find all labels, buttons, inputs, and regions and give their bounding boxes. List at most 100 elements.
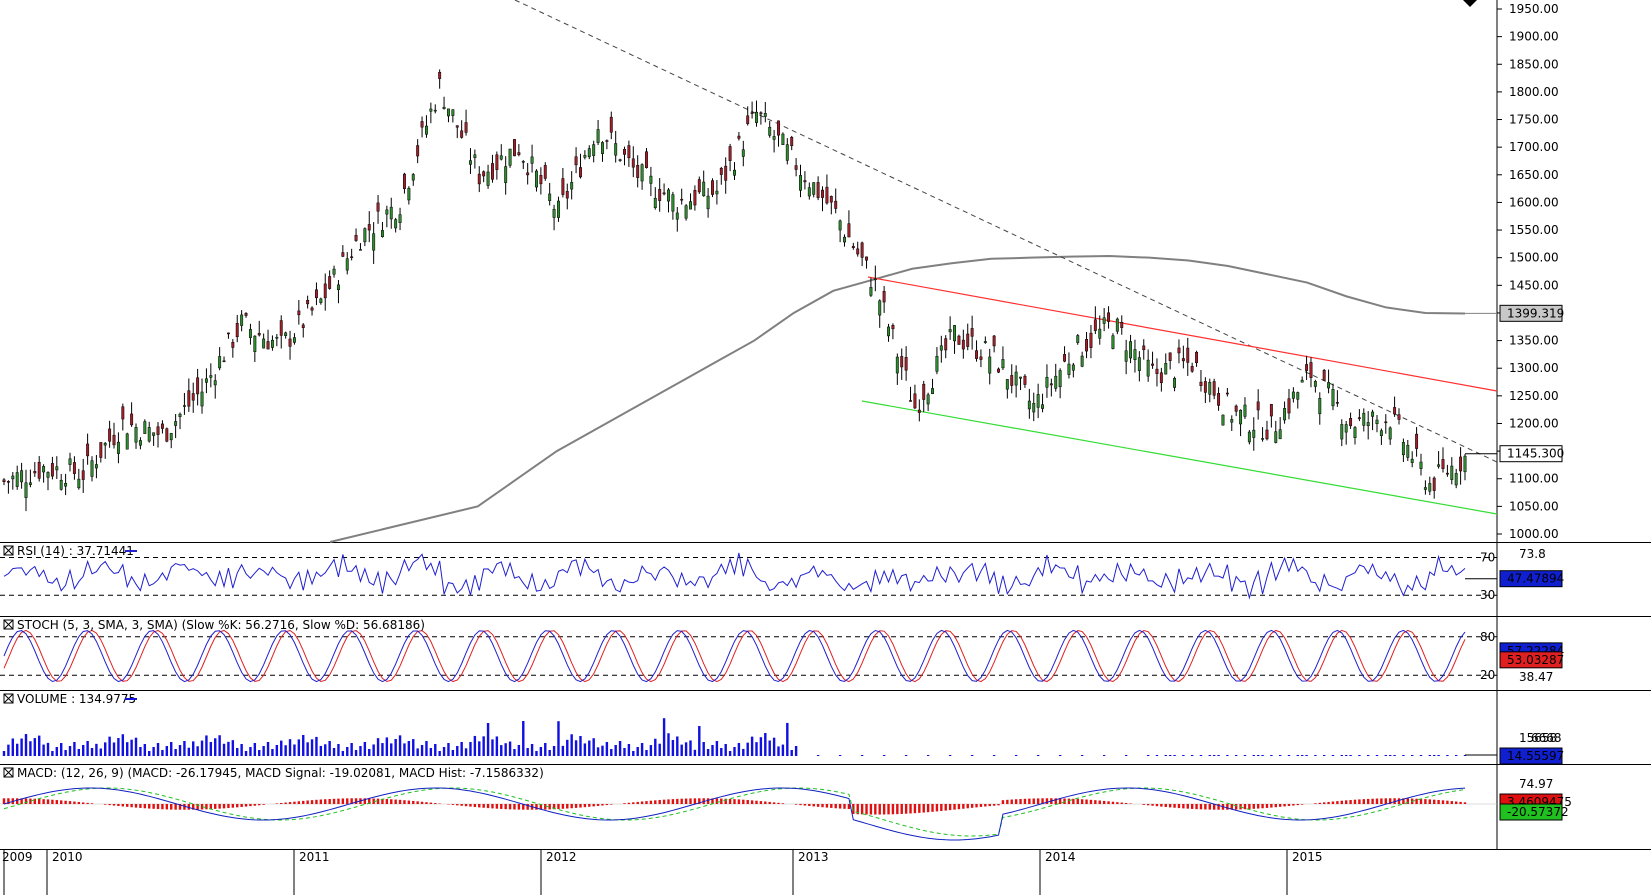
macd-hist-bar — [152, 804, 155, 809]
volume-bar — [574, 740, 578, 756]
volume-bar — [684, 742, 688, 756]
volume-bar — [1300, 755, 1304, 756]
macd-hist-bar — [1164, 804, 1167, 807]
candle-body — [931, 388, 934, 395]
candle-body — [134, 427, 138, 443]
macd-hist-bar — [891, 804, 895, 815]
candle-body — [59, 479, 63, 490]
macd-hist-bar — [37, 798, 41, 804]
macd-hist-bar — [192, 804, 195, 810]
volume-bar — [1437, 755, 1440, 756]
candle-body — [1049, 383, 1053, 386]
macd-hist-bar — [1353, 799, 1357, 804]
candle-body — [482, 171, 486, 177]
volume-bar — [95, 743, 98, 756]
volume-bar — [992, 755, 996, 756]
candle-body — [847, 223, 851, 238]
volume-bar — [236, 748, 239, 756]
volume-bar — [416, 748, 419, 756]
candle-body — [891, 325, 895, 330]
volume-bar — [354, 750, 358, 756]
volume-bar — [258, 750, 261, 756]
candle-body — [1463, 455, 1467, 473]
volume-bar — [192, 741, 195, 756]
candle-body — [592, 144, 596, 156]
candle-body — [1318, 397, 1322, 415]
candle-body — [609, 116, 613, 133]
macd-hist-bar — [1054, 798, 1057, 804]
macd-hist-bar — [1116, 802, 1119, 804]
macd-hist-bar — [992, 804, 996, 806]
macd-hist-bar — [649, 800, 653, 804]
volume-bar — [1410, 755, 1414, 756]
macd-hist-bar — [86, 802, 89, 804]
candle-body — [1203, 381, 1207, 393]
macd-hist-bar — [1314, 803, 1317, 804]
macd-hist-bar — [306, 800, 309, 804]
volume-bar — [77, 749, 81, 756]
volume-bar — [372, 744, 375, 756]
candle-body — [1173, 377, 1177, 388]
macd-hist-bar — [658, 799, 661, 804]
candle-body — [821, 189, 824, 198]
volume-bar — [671, 740, 675, 756]
volume-bar — [1446, 755, 1449, 756]
macd-hist-bar — [759, 801, 763, 804]
macd-hist-bar — [552, 804, 556, 810]
candle-body — [398, 214, 402, 223]
candle-body — [944, 338, 948, 351]
macd-hist-bar — [1384, 798, 1387, 804]
volume-bar — [632, 751, 635, 756]
volume-bar — [7, 744, 10, 756]
candle-body — [477, 173, 481, 185]
candle-body — [275, 336, 279, 339]
macd-hist-bar — [526, 804, 529, 810]
candle-body — [1313, 381, 1317, 387]
macd-hist-bar — [310, 800, 314, 804]
candle-body — [231, 341, 235, 348]
macd-hist-bar — [134, 804, 138, 808]
price-tick-label: 1250.00 — [1509, 389, 1559, 403]
candle-body — [1283, 408, 1287, 421]
volume-bar — [596, 747, 600, 756]
candle-body — [1120, 321, 1124, 328]
macd-hist-bar — [341, 798, 345, 804]
macd-hist-bar — [935, 804, 939, 812]
candle-body — [856, 248, 860, 255]
macd-hist-bar — [579, 804, 582, 808]
volume-bar — [385, 737, 389, 756]
volume-bar — [777, 746, 780, 756]
candle-body — [425, 125, 428, 135]
candle-body — [1221, 414, 1225, 426]
price-value-tag-box — [1499, 445, 1563, 463]
volume-bar — [15, 743, 19, 756]
macd-hist-bar — [970, 804, 974, 808]
volume-bar — [469, 742, 472, 756]
candle-body — [675, 212, 679, 220]
rsi-level-30: 30 — [1480, 588, 1495, 602]
volume-bar — [266, 742, 270, 756]
macd-hist-bar — [368, 798, 371, 804]
volume-bar — [29, 741, 32, 756]
volume-bar — [346, 747, 349, 756]
volume-bar — [11, 738, 15, 756]
macd-hist-bar — [645, 801, 648, 804]
macd-hist-bar — [1182, 804, 1185, 809]
candle-body — [1287, 398, 1291, 414]
macd-hist-bar — [1278, 804, 1282, 807]
macd-hist-bar — [794, 804, 798, 805]
macd-hist-bar — [1230, 804, 1233, 810]
macd-hist-bar — [601, 804, 604, 806]
candle-body — [1137, 357, 1141, 371]
candle-body — [1261, 438, 1265, 440]
macd-hist-bar — [1098, 800, 1101, 804]
candle-body — [794, 165, 798, 170]
candle-body — [935, 356, 939, 372]
volume-bar — [478, 741, 481, 756]
candle-body — [1159, 372, 1163, 384]
macd-hist-bar — [724, 798, 727, 804]
volume-bar — [882, 755, 886, 756]
candle-body — [1005, 379, 1009, 390]
macd-hist-bar — [240, 804, 243, 807]
